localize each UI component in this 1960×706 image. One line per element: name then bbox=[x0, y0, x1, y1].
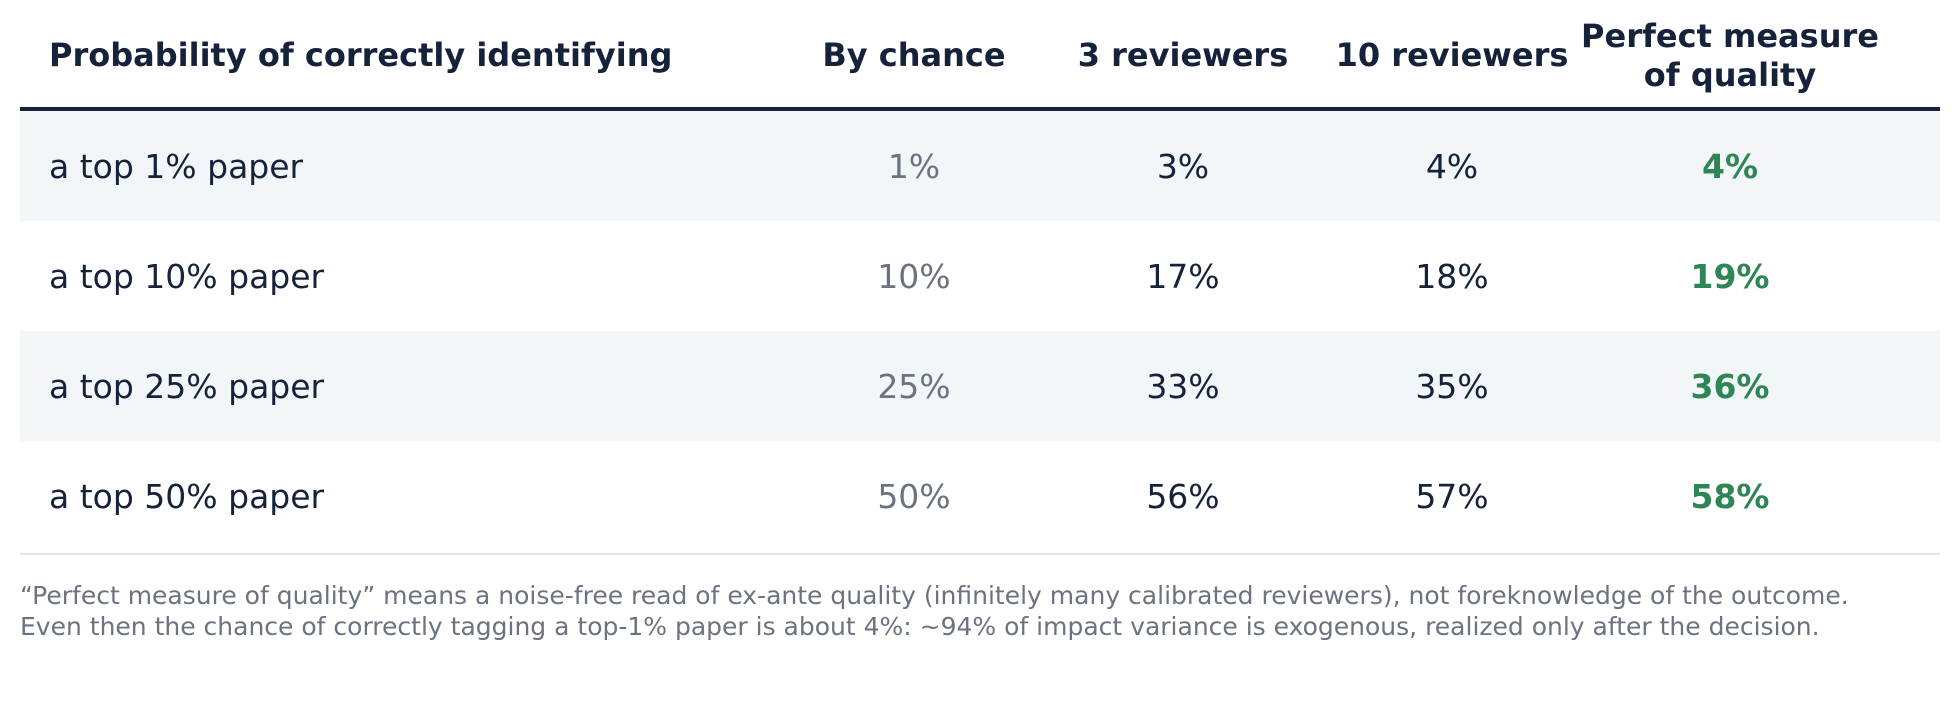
cell-3-reviewers: 17% bbox=[1146, 256, 1220, 296]
header-by-chance: By chance bbox=[822, 36, 1006, 74]
footnote-line: “Perfect measure of quality” means a noi… bbox=[20, 581, 1849, 610]
header-10-reviewers: 10 reviewers bbox=[1335, 36, 1569, 74]
row-label: a top 25% paper bbox=[49, 366, 325, 406]
cell-3-reviewers: 33% bbox=[1146, 366, 1220, 406]
cell-10-reviewers: 57% bbox=[1415, 476, 1489, 516]
row-label: a top 50% paper bbox=[49, 476, 325, 516]
cell-perfect-measure: 36% bbox=[1690, 366, 1770, 406]
table-header: Probability of correctly identifying By … bbox=[20, 0, 1940, 111]
header-perfect-measure: Perfect measure of quality bbox=[1581, 16, 1879, 94]
cell-10-reviewers: 4% bbox=[1425, 146, 1479, 186]
cell-perfect-measure: 58% bbox=[1690, 476, 1770, 516]
table-row: a top 10% paper 10% 17% 18% 19% bbox=[20, 221, 1940, 331]
table-row: a top 1% paper 1% 3% 4% 4% bbox=[20, 111, 1940, 221]
cell-perfect-measure: 19% bbox=[1690, 256, 1770, 296]
cell-perfect-measure: 4% bbox=[1701, 146, 1759, 186]
cell-3-reviewers: 3% bbox=[1156, 146, 1210, 186]
footnote: “Perfect measure of quality” means a noi… bbox=[20, 580, 1950, 642]
cell-by-chance: 50% bbox=[877, 476, 951, 516]
cell-10-reviewers: 18% bbox=[1415, 256, 1489, 296]
footnote-line: Even then the chance of correctly taggin… bbox=[20, 612, 1820, 641]
header-probability: Probability of correctly identifying bbox=[49, 36, 673, 74]
row-label: a top 10% paper bbox=[49, 256, 325, 296]
table-row: a top 25% paper 25% 33% 35% 36% bbox=[20, 331, 1940, 441]
table-row: a top 50% paper 50% 56% 57% 58% bbox=[20, 441, 1940, 551]
row-label: a top 1% paper bbox=[49, 146, 304, 186]
cell-by-chance: 25% bbox=[877, 366, 951, 406]
cell-by-chance: 1% bbox=[887, 146, 941, 186]
cell-10-reviewers: 35% bbox=[1415, 366, 1489, 406]
cell-3-reviewers: 56% bbox=[1146, 476, 1220, 516]
header-3-reviewers: 3 reviewers bbox=[1077, 36, 1289, 74]
cell-by-chance: 10% bbox=[877, 256, 951, 296]
table-bottom-rule bbox=[20, 553, 1940, 555]
results-table: Probability of correctly identifying By … bbox=[20, 0, 1940, 555]
